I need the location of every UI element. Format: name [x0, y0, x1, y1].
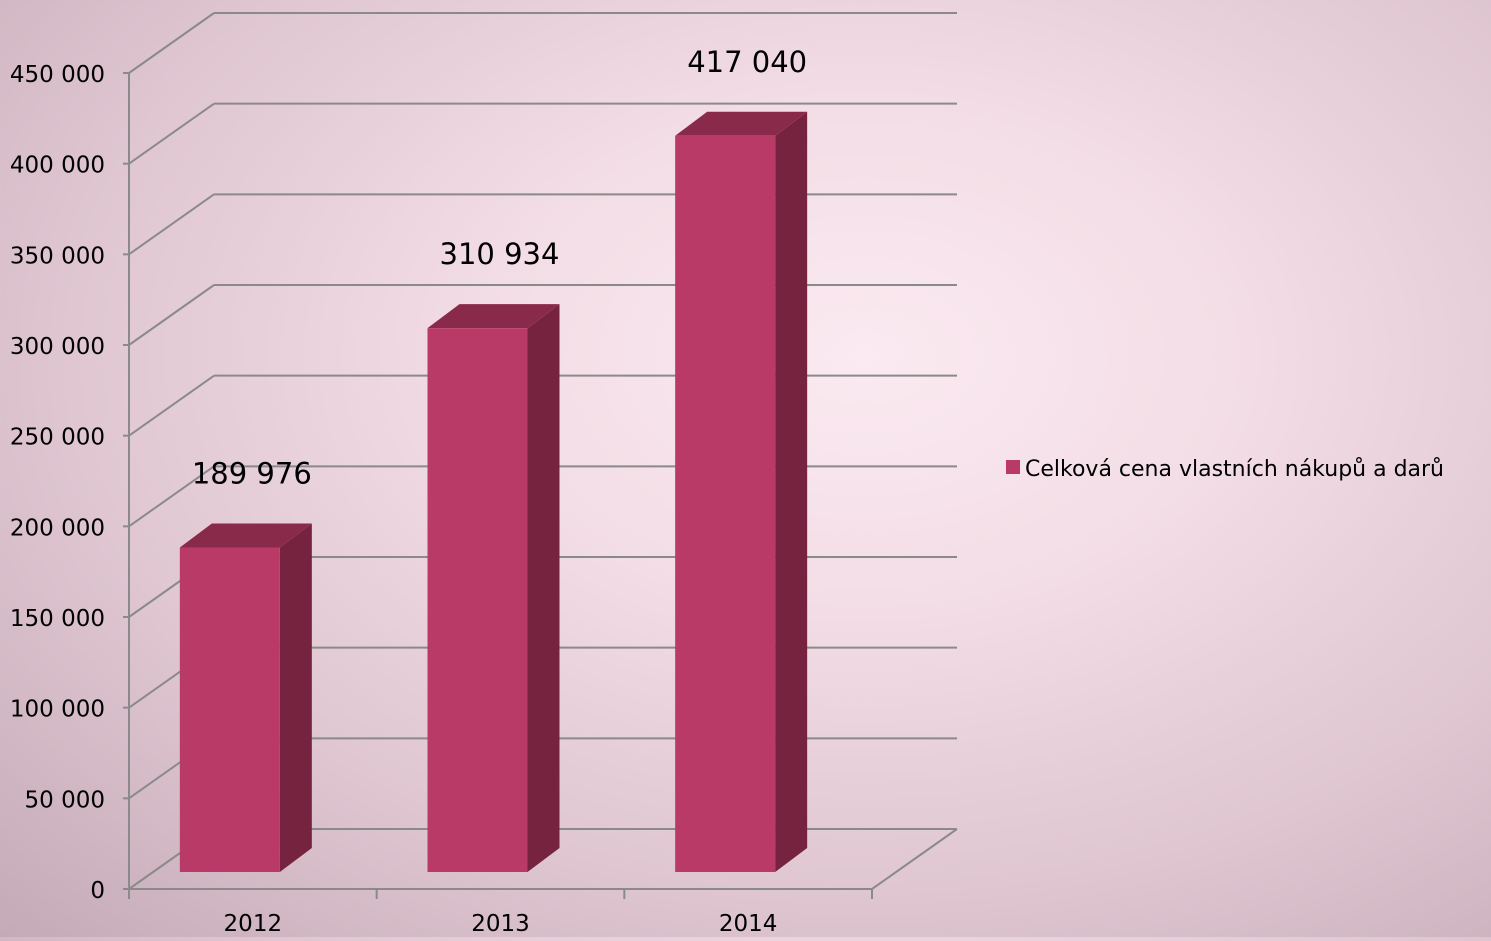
gridlines [128, 12, 958, 890]
bars [179, 111, 808, 873]
gridline-side [128, 193, 215, 256]
y-tick-label: 300 000 [10, 334, 105, 360]
bar-side-face [775, 111, 808, 873]
bar-side-face [527, 304, 560, 873]
gridline-side [128, 465, 215, 528]
bar-2014 [675, 111, 808, 873]
data-label: 417 040 [687, 45, 807, 79]
floor-right-edge [871, 828, 958, 890]
x-tick-label: 2013 [471, 911, 530, 937]
gridline-side [128, 374, 215, 437]
bar-side-face [279, 523, 312, 872]
x-axis-tick-labels: 2012 2013 2014 [224, 911, 778, 937]
y-tick-label: 350 000 [10, 243, 105, 269]
bar-top-face [427, 304, 560, 329]
y-tick-label: 50 000 [25, 787, 105, 813]
bar-front-face [675, 135, 776, 873]
bar-2012 [179, 523, 312, 872]
axes [123, 72, 873, 899]
y-tick-label: 200 000 [10, 515, 105, 541]
x-tick-label: 2014 [719, 911, 778, 937]
gridline-side [128, 102, 215, 165]
y-tick-label: 0 [90, 878, 105, 904]
y-axis-tick-labels: 0 50 000 100 000 150 000 200 000 250 000 300 0… [10, 62, 105, 904]
legend-label: Celková cena vlastních nákupů a darů [1025, 457, 1444, 482]
x-tick-label: 2012 [224, 911, 283, 937]
bar-top-face [675, 111, 808, 136]
y-tick-label: 150 000 [10, 606, 105, 632]
data-label: 189 976 [192, 457, 312, 491]
bar-top-face [179, 523, 312, 548]
legend-swatch [1006, 460, 1020, 474]
y-tick-label: 100 000 [10, 697, 105, 723]
bar-front-face [179, 547, 280, 872]
gridline-side [128, 284, 215, 346]
legend: Celková cena vlastních nákupů a darů [1006, 457, 1444, 482]
data-labels: 189 976 310 934 417 040 [192, 45, 807, 491]
bar-2013 [427, 304, 560, 873]
y-tick-label: 400 000 [10, 153, 105, 179]
y-tick-label: 450 000 [10, 62, 105, 88]
data-label: 310 934 [440, 237, 560, 271]
y-tick-label: 250 000 [10, 425, 105, 451]
bar-front-face [427, 328, 528, 873]
gridline-side [128, 12, 215, 74]
